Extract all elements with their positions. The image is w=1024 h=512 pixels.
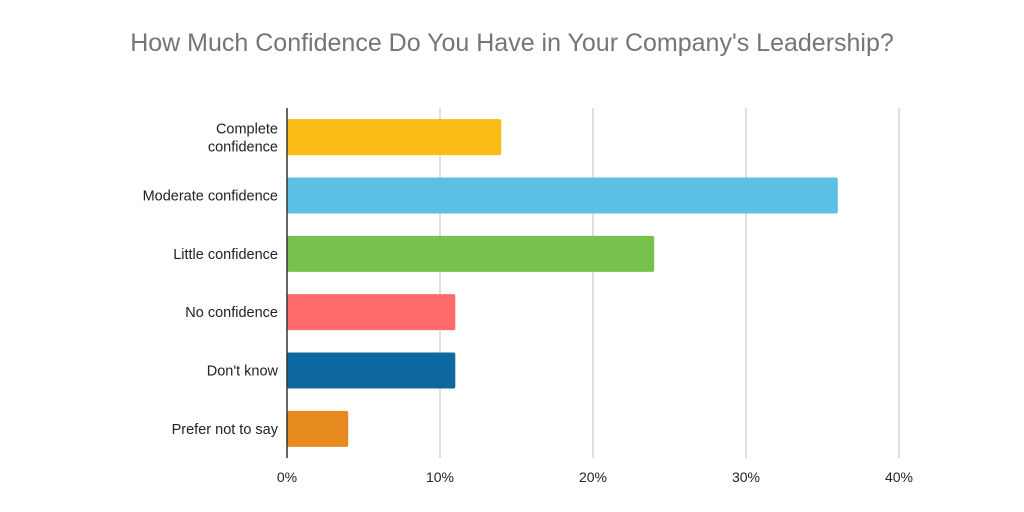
category-labels: Complete confidence Moderate confidence Lit…	[143, 122, 279, 438]
category-label: Don't know	[207, 364, 279, 380]
x-tick-label: 40%	[885, 469, 913, 485]
bar-complete-confidence	[287, 119, 502, 156]
gridlines	[439, 108, 900, 458]
bar-prefer-not-to-say	[287, 410, 349, 447]
category-label: Little confidence	[173, 247, 278, 263]
category-label: Prefer not to say	[172, 422, 279, 438]
x-tick-label: 0%	[277, 469, 297, 485]
category-label: Complete confidence	[208, 122, 278, 156]
chart-title: How Much Confidence Do You Have in Your …	[130, 29, 894, 57]
bar-moderate-confidence	[287, 177, 838, 214]
category-label: No confidence	[185, 305, 278, 321]
tick-labels: 0% 10% 20% 30% 40%	[277, 469, 913, 485]
bar-no-confidence	[287, 294, 456, 331]
bar-don-t-know	[287, 352, 456, 389]
x-tick-label: 10%	[426, 469, 454, 485]
bars	[287, 119, 838, 447]
x-tick-label: 30%	[732, 469, 760, 485]
x-tick-label: 20%	[579, 469, 607, 485]
category-label: Moderate confidence	[143, 189, 278, 205]
bar-little-confidence	[287, 235, 655, 272]
